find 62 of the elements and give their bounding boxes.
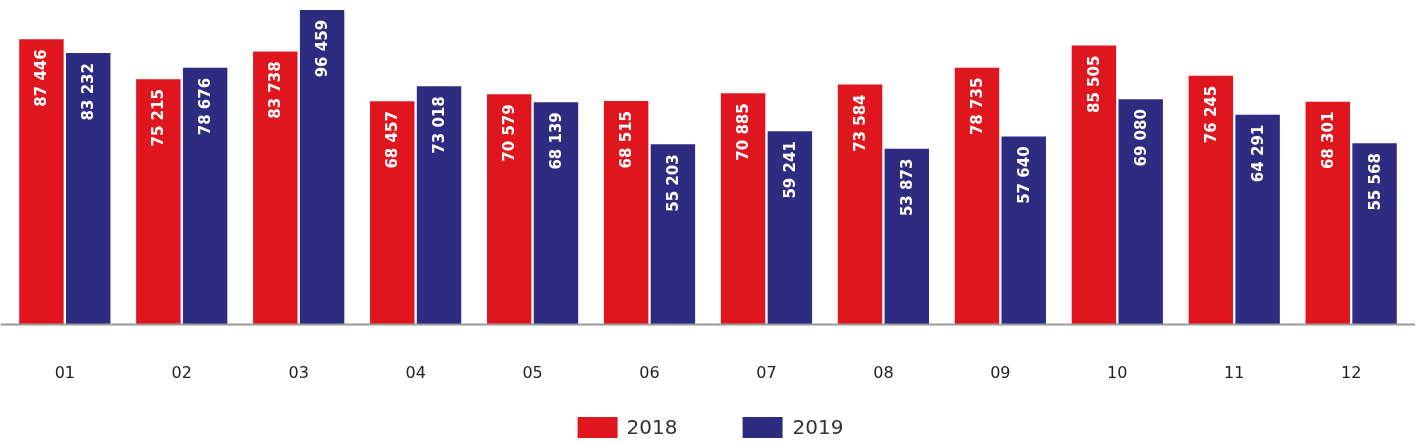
legend-label: 2018 — [626, 415, 678, 439]
bar — [370, 101, 415, 325]
data-label: 68 139 — [546, 112, 565, 170]
bar — [767, 131, 813, 325]
data-label: 68 457 — [383, 111, 402, 169]
x-tick-label: 08 — [873, 363, 894, 383]
data-label: 55 568 — [1365, 153, 1384, 211]
bar — [603, 100, 649, 325]
data-label: 73 018 — [430, 96, 449, 154]
x-tick-label: 05 — [522, 363, 543, 383]
legend-label: 2019 — [792, 415, 844, 439]
data-label: 57 640 — [1014, 146, 1033, 204]
data-label: 59 241 — [780, 141, 799, 199]
bar — [1071, 45, 1117, 325]
x-tick-label: 12 — [1341, 363, 1362, 383]
bar — [253, 51, 298, 325]
bar — [486, 94, 532, 325]
data-label: 53 873 — [897, 158, 916, 217]
data-label: 70 885 — [734, 103, 753, 161]
data-label: 68 515 — [617, 110, 636, 169]
data-label: 75 215 — [149, 89, 168, 147]
data-label: 78 676 — [196, 77, 215, 136]
data-label: 55 203 — [663, 154, 682, 212]
bar — [884, 148, 930, 325]
x-tick-label: 09 — [990, 363, 1011, 383]
data-label: 69 080 — [1131, 109, 1150, 167]
data-label: 78 735 — [967, 77, 986, 136]
bar — [1235, 114, 1280, 325]
bar — [299, 9, 345, 325]
bar — [1001, 136, 1046, 325]
data-label: 83 232 — [79, 63, 98, 121]
bar — [954, 67, 1000, 325]
bar — [1118, 99, 1163, 325]
bar — [65, 53, 111, 325]
bar — [1352, 143, 1397, 325]
bar — [1188, 75, 1234, 325]
data-label: 68 301 — [1318, 111, 1337, 170]
x-tick-label: 04 — [405, 363, 426, 383]
bar — [182, 67, 228, 325]
x-tick-label: 06 — [639, 363, 660, 383]
x-tick-label: 07 — [756, 363, 777, 383]
data-label: 64 291 — [1248, 124, 1267, 183]
data-label: 70 579 — [500, 104, 519, 162]
x-tick-label: 01 — [54, 363, 75, 383]
bar — [650, 144, 696, 325]
bar — [837, 84, 883, 325]
x-tick-label: 10 — [1107, 363, 1128, 383]
data-label: 83 738 — [266, 61, 285, 119]
x-tick-label: 02 — [171, 363, 192, 383]
bar — [416, 86, 462, 325]
data-label: 85 505 — [1084, 55, 1103, 114]
bar — [19, 39, 64, 325]
bar — [533, 102, 579, 325]
bar — [1305, 101, 1351, 325]
data-label: 73 584 — [851, 94, 870, 152]
x-tick-label: 03 — [288, 363, 309, 383]
data-label: 87 446 — [32, 49, 51, 107]
data-label: 76 245 — [1201, 85, 1220, 144]
data-label: 96 459 — [313, 19, 332, 78]
x-tick-label: 11 — [1224, 363, 1245, 383]
bar — [720, 93, 766, 325]
bar — [136, 79, 181, 325]
